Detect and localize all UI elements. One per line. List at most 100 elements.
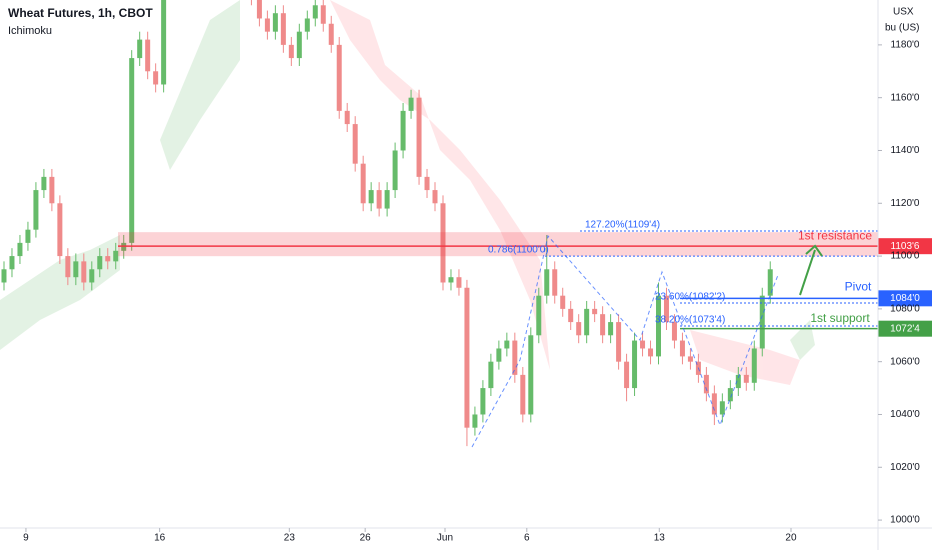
candle-body [759, 295, 765, 349]
candle-body [520, 374, 526, 415]
candle-body [552, 269, 558, 296]
fib-label: 38.20%(1073'4) [655, 315, 725, 326]
candle-body [480, 388, 486, 415]
candle-body [304, 18, 310, 32]
level-name: 1st support [810, 311, 870, 325]
candle-body [464, 287, 470, 428]
level-name: 1st resistance [798, 228, 872, 242]
y-tick-label: 1040'0 [890, 409, 920, 420]
candle-body [81, 261, 87, 283]
candle-body [711, 393, 717, 415]
candle-body [129, 58, 135, 243]
candle-body [105, 256, 111, 262]
candle-body [576, 322, 582, 336]
candle-body [448, 277, 454, 283]
resistance-zone [118, 232, 878, 257]
candle-body [656, 295, 661, 357]
price-label: 1072'4 [890, 323, 920, 334]
price-label-box [878, 238, 932, 255]
candle-body [400, 110, 406, 151]
candle-body [488, 361, 494, 389]
candle-body [472, 414, 478, 428]
candle-body [9, 256, 15, 270]
x-tick-label: 23 [284, 533, 296, 544]
candle-body [17, 242, 23, 257]
price-label-box [878, 290, 932, 307]
x-tick-label: 20 [785, 533, 797, 544]
x-tick-label: 16 [154, 533, 166, 544]
candle-body [416, 97, 422, 177]
candle-body [584, 308, 590, 336]
candle-body [432, 190, 438, 204]
candle-body [703, 374, 709, 394]
candle-body [679, 340, 685, 357]
candle-body [57, 203, 63, 257]
candle-body [280, 13, 286, 45]
y-tick-label: 1140'0 [891, 145, 920, 156]
candle-body [727, 388, 733, 402]
candle-body [153, 71, 159, 85]
candle-body [719, 401, 725, 415]
candle-body [352, 124, 358, 164]
candle-body [65, 256, 71, 278]
ichimoku-cloud [0, 0, 815, 385]
candle-body [312, 5, 318, 19]
candle-body [496, 348, 502, 362]
candle-body [544, 269, 550, 296]
candle-body [344, 110, 350, 125]
candle-body [632, 340, 638, 389]
y-tick-label: 1020'0 [890, 462, 920, 473]
candle-body [671, 322, 677, 341]
candle-body [624, 361, 630, 389]
price-label: 1103'6 [891, 241, 920, 252]
price-label-box [878, 320, 932, 337]
y-unit: USX [893, 7, 914, 18]
candle-body [743, 374, 749, 383]
candle-body [640, 340, 646, 349]
candle-body [528, 335, 534, 415]
candle-body [25, 229, 31, 243]
candle-body [560, 295, 566, 309]
candle-body [97, 256, 103, 270]
candle-body [735, 374, 741, 389]
level-name: Pivot [845, 279, 872, 293]
chart-title: Wheat Futures, 1h, CBOT [8, 6, 153, 20]
candle-body [424, 176, 430, 191]
candle-body [49, 176, 55, 204]
candle-body [137, 39, 143, 59]
x-tick-label: Jun [437, 533, 453, 544]
price-label: 1084'0 [890, 293, 920, 304]
candle-body [616, 322, 622, 362]
candle-body [687, 356, 693, 362]
candle-body [600, 314, 606, 336]
candle-body [161, 0, 167, 85]
y-unit2: bu (US) [885, 23, 919, 34]
y-tick-label: 1180'0 [891, 40, 920, 51]
y-tick-label: 1120'0 [891, 198, 920, 209]
candle-body [767, 269, 773, 296]
candle-body [751, 348, 757, 383]
candle-body [320, 5, 326, 24]
candle-body [73, 261, 79, 278]
candle-body [384, 190, 390, 209]
candle-body [272, 13, 278, 32]
x-tick-label: 26 [360, 533, 372, 544]
candle-body [663, 295, 669, 323]
y-tick-label: 1000'0 [890, 515, 920, 526]
candle-body [360, 163, 366, 204]
candle-body [504, 340, 510, 349]
candle-body [368, 190, 374, 204]
candle-body [336, 44, 342, 111]
candle-body [41, 176, 47, 191]
candle-body [33, 190, 39, 230]
x-tick-label: 9 [23, 533, 29, 544]
candle-body [536, 295, 542, 336]
candle-body [408, 97, 414, 111]
candle-body [328, 23, 334, 45]
candle-body [376, 190, 382, 209]
candles [1, 0, 773, 447]
y-tick-label: 1160'0 [891, 92, 920, 103]
overlay: 1st resistance 1103'6 Pivot 1084'0 1st suppo… [118, 220, 932, 337]
